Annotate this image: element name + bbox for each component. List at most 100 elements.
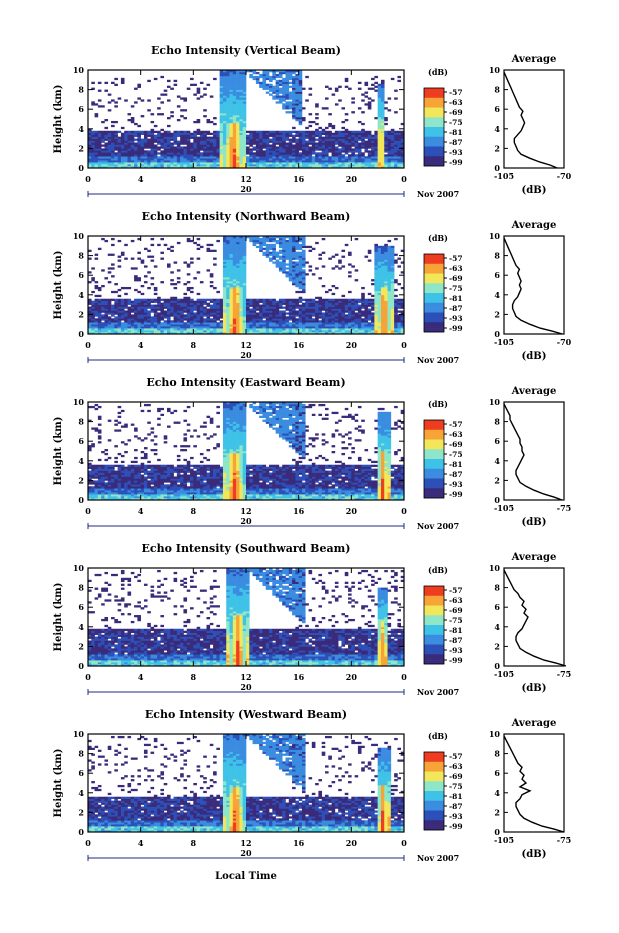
heatmap-cell <box>197 164 201 166</box>
heatmap-cell <box>388 299 392 301</box>
heatmap-cell <box>295 95 299 97</box>
colorbar-swatch <box>424 145 444 147</box>
colorbar-swatch <box>424 121 444 123</box>
heatmap-cell <box>233 133 237 135</box>
heatmap-cell <box>187 162 191 164</box>
heatmap-cell <box>236 82 240 84</box>
heatmap-cell <box>197 150 201 152</box>
heatmap-cell <box>345 152 349 154</box>
heatmap-cell <box>207 320 211 322</box>
heatmap-cell <box>378 287 382 289</box>
heatmap-cell <box>174 326 178 328</box>
heatmap-cell <box>289 94 293 96</box>
heatmap-cell <box>114 291 118 293</box>
heatmap-cell <box>147 160 151 162</box>
heatmap-cell <box>118 158 122 160</box>
heatmap-cell <box>361 305 365 307</box>
heatmap-cell <box>236 256 240 258</box>
heatmap-cell <box>358 320 362 322</box>
heatmap-cell <box>272 74 276 76</box>
heatmap-cell <box>223 299 227 301</box>
heatmap-cell <box>220 152 224 154</box>
heatmap-cell <box>374 295 378 297</box>
heatmap-cell <box>174 314 178 316</box>
heatmap-cell <box>233 164 237 166</box>
heatmap-cell <box>226 238 230 240</box>
heatmap-cell <box>259 246 263 248</box>
heatmap-cell <box>351 160 355 162</box>
heatmap-cell <box>200 135 204 137</box>
heatmap-cell <box>345 316 349 318</box>
heatmap-cell <box>332 312 336 314</box>
heatmap-cell <box>355 301 359 303</box>
heatmap-cell <box>286 137 290 139</box>
heatmap-cell <box>292 97 296 99</box>
heatmap-cell <box>272 248 276 250</box>
heatmap-cell <box>381 289 385 291</box>
heatmap-cell <box>170 297 174 299</box>
heatmap-cell <box>276 148 280 150</box>
heatmap-cell <box>137 309 141 311</box>
heatmap-cell <box>144 152 148 154</box>
heatmap-cell <box>338 305 342 307</box>
heatmap-cell <box>256 144 260 146</box>
heatmap-cell <box>131 160 135 162</box>
heatmap-cell <box>141 261 145 263</box>
heatmap-cell <box>302 246 306 248</box>
heatmap-cell <box>193 156 197 158</box>
heatmap-cell <box>348 310 352 312</box>
heatmap-cell <box>134 101 138 103</box>
heatmap-cell <box>269 301 273 303</box>
heatmap-cell <box>361 330 365 332</box>
heatmap-cell <box>203 150 207 152</box>
heatmap-cell <box>332 125 336 127</box>
heatmap-cell <box>151 158 155 160</box>
heatmap-cell <box>147 328 151 330</box>
heatmap-cell <box>200 303 204 305</box>
heatmap-cell <box>272 322 276 324</box>
heatmap-cell <box>391 158 395 160</box>
heatmap-cell <box>154 160 158 162</box>
heatmap-cell <box>216 291 220 293</box>
heatmap-cell <box>266 92 270 94</box>
heatmap-cell <box>216 143 220 145</box>
heatmap-cell <box>95 143 99 145</box>
heatmap-cell <box>104 316 108 318</box>
heatmap-cell <box>365 82 369 84</box>
heatmap-cell <box>328 156 332 158</box>
heatmap-cell <box>243 141 247 143</box>
heatmap-cell <box>207 316 211 318</box>
heatmap-cell <box>160 310 164 312</box>
heatmap-cell <box>381 330 385 332</box>
heatmap-cell <box>299 254 303 256</box>
heatmap-cell <box>295 301 299 303</box>
heatmap-cell <box>286 90 290 92</box>
heatmap-cell <box>253 299 257 301</box>
heatmap-cell <box>121 316 125 318</box>
heatmap-cell <box>197 139 201 141</box>
heatmap-cell <box>223 316 227 318</box>
heatmap-cell <box>95 303 99 305</box>
heatmap-cell <box>137 322 141 324</box>
heatmap-cell <box>358 162 362 164</box>
heatmap-cell <box>131 301 135 303</box>
heatmap-cell <box>332 146 336 148</box>
heatmap-cell <box>309 246 313 248</box>
heatmap-cell <box>292 156 296 158</box>
heatmap-cell <box>286 244 290 246</box>
heatmap-cell <box>374 141 378 143</box>
heatmap-cell <box>104 328 108 330</box>
heatmap-cell <box>213 320 217 322</box>
heatmap-cell <box>197 148 201 150</box>
heatmap-cell <box>305 318 309 320</box>
heatmap-cell <box>272 135 276 137</box>
heatmap-cell <box>121 322 125 324</box>
heatmap-cell <box>230 133 234 135</box>
heatmap-cell <box>144 144 148 146</box>
heatmap-cell <box>233 291 237 293</box>
heatmap-cell <box>325 135 329 137</box>
heatmap-cell <box>388 314 392 316</box>
heatmap-cell <box>361 156 365 158</box>
heatmap-cell <box>266 139 270 141</box>
heatmap-cell <box>397 162 401 164</box>
